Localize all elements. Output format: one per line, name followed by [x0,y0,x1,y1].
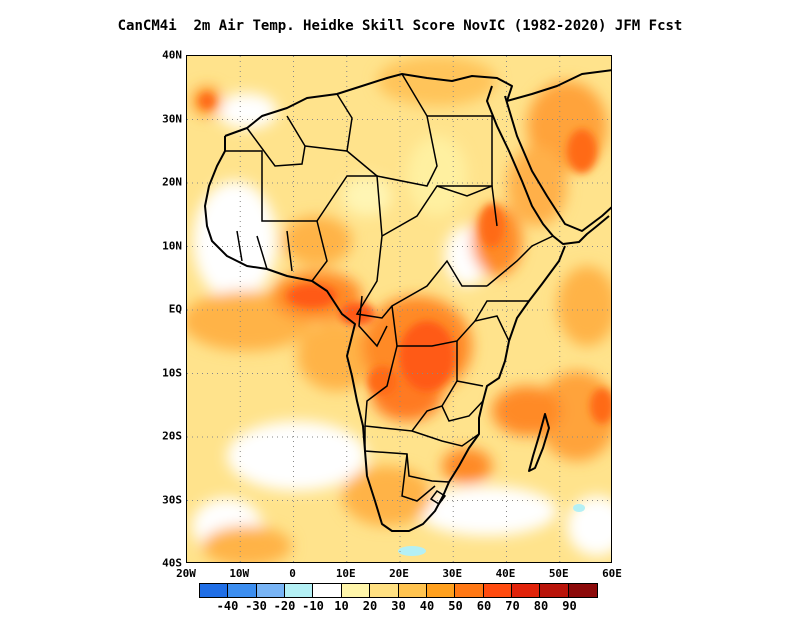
colorbar-swatch [483,584,512,597]
lat-tick-label: 10S [162,366,182,379]
colorbar-swatch [285,584,314,597]
colorbar-swatch [568,584,598,597]
colorbar-tick-label: 80 [533,599,549,613]
colorbar [199,583,598,598]
colorbar-swatch [200,584,229,597]
colorbar-tick-label: 10 [334,599,349,613]
coastlines [204,69,611,532]
colorbar-tick-label: -10 [302,599,324,613]
lat-tick-label: 30N [162,112,182,125]
colorbar-tick-label: 90 [562,599,577,613]
lon-tick-label: 10E [335,567,356,580]
lon-tick-label: 50E [548,567,569,580]
colorbar-swatch [228,584,257,597]
lat-tick-label: 20S [162,429,182,443]
colorbar-swatch [455,584,484,597]
colorbar-tick-label: 60 [476,599,492,613]
lon-tick-label: 30E [442,567,463,580]
colorbar-swatch [398,584,427,597]
colorbar-tick-label: 40 [419,599,435,613]
colorbar-tick-label: 20 [362,599,378,613]
map-panel [186,55,612,563]
lon-tick-label: 10W [229,567,250,580]
colorbar-tick-label: 30 [391,599,406,613]
colorbar-swatch [313,584,342,597]
lat-tick-label: 40N [162,48,182,62]
lat-tick-label: EQ [168,302,182,316]
colorbar-swatch [511,584,541,597]
country-borders [225,73,554,506]
lon-tick-label: 60E [602,567,622,580]
skill-map [187,56,611,562]
lat-tick-label: 20N [162,175,182,189]
colorbar-swatch [540,584,569,597]
colorbar-tick-label: -20 [273,599,296,613]
lon-tick-label: 40E [495,567,516,580]
lat-tick-label: 30S [162,493,182,506]
lon-tick-label: 20E [389,567,409,580]
negative-patches [398,504,585,556]
colorbar-swatch [426,584,456,597]
colorbar-swatch [256,584,286,597]
lon-tick-label: 20W [176,567,196,580]
colorbar-swatch [341,584,371,597]
colorbar-swatch [370,584,399,597]
chart-title: CanCM4i 2m Air Temp. Heidke Skill Score … [117,18,683,34]
colorbar-tick-label: -30 [245,599,267,613]
colorbar-tick-label: 50 [448,599,463,613]
skill-field-peaks [199,93,611,424]
colorbar-tick-label: 70 [505,599,520,613]
lat-tick-label: 40S [162,556,182,570]
colorbar-tick-label: -40 [216,599,239,613]
lon-tick-label: 0 [289,567,296,580]
lat-tick-label: 10N [162,239,182,252]
